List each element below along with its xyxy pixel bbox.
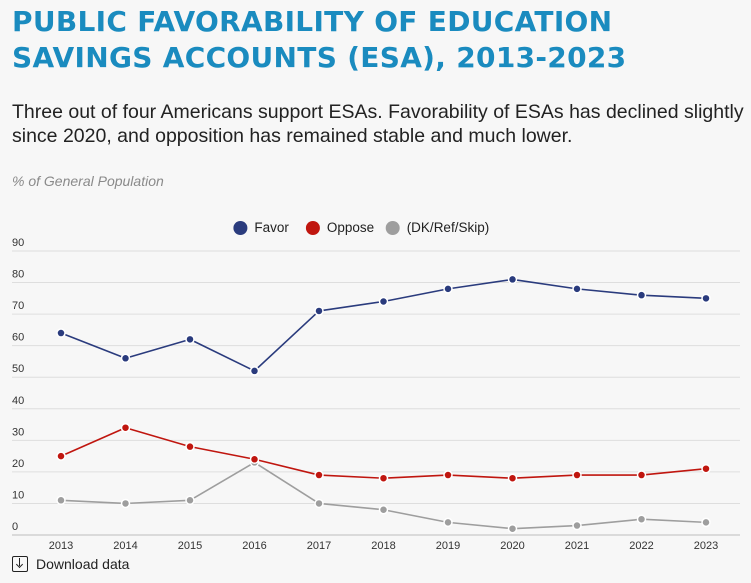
data-point-dk-ref-skip[interactable] (185, 495, 195, 506)
data-point-oppose[interactable] (378, 473, 389, 483)
x-tick-label: 2014 (113, 540, 137, 550)
y-tick-label: 40 (12, 395, 24, 407)
series-line-oppose (60, 426, 707, 480)
series-lines (60, 278, 707, 530)
data-point-favor[interactable] (572, 284, 582, 294)
data-point-dk-ref-skip[interactable] (56, 495, 66, 506)
y-tick-label: 10 (12, 489, 24, 501)
data-point-favor[interactable] (314, 306, 324, 316)
y-tick-label: 20 (12, 458, 24, 470)
data-point-favor[interactable] (636, 290, 647, 300)
data-point-dk-ref-skip[interactable] (120, 498, 131, 509)
legend[interactable]: Favor Oppose (DK/Ref/Skip) (233, 220, 489, 235)
legend-label: Favor (254, 220, 289, 235)
grid-lines (12, 250, 740, 536)
x-tick-label: 2019 (436, 540, 460, 550)
x-axis: 2013 2014 2015 2016 2017 2018 2019 2020 2021 2022… (49, 540, 718, 550)
data-point-dk-ref-skip[interactable] (314, 498, 324, 509)
data-point-favor[interactable] (378, 296, 389, 307)
x-tick-label: 2013 (49, 540, 73, 550)
chart-note: % of General Population (12, 173, 164, 189)
y-tick-label: 30 (12, 426, 24, 438)
data-point-oppose[interactable] (56, 451, 66, 461)
data-point-favor[interactable] (56, 328, 66, 338)
data-point-dk-ref-skip[interactable] (572, 520, 582, 531)
y-tick-label: 0 (12, 521, 18, 533)
y-tick-label: 70 (12, 300, 24, 312)
data-point-dk-ref-skip[interactable] (636, 514, 647, 524)
x-tick-label: 2021 (565, 540, 589, 550)
data-point-favor[interactable] (507, 274, 518, 285)
x-tick-label: 2020 (500, 540, 524, 550)
data-point-oppose[interactable] (185, 441, 195, 452)
data-point-favor[interactable] (443, 284, 453, 294)
chart-title: PUBLIC FAVORABILITY OF EDUCATION SAVINGS… (12, 5, 627, 74)
data-point-oppose[interactable] (636, 470, 647, 480)
data-point-favor[interactable] (249, 366, 260, 376)
y-tick-label: 60 (12, 332, 24, 344)
legend-item-dk-ref-skip[interactable]: (DK/Ref/Skip) (385, 220, 490, 235)
y-tick-label: 80 (12, 269, 24, 281)
line-chart: 0 10 20 30 40 50 60 70 80 90 2013 2014 2015 2016 2017… (12, 220, 740, 550)
data-point-favor[interactable] (185, 334, 195, 345)
data-point-dk-ref-skip[interactable] (507, 523, 518, 534)
data-point-dk-ref-skip[interactable] (443, 517, 453, 528)
series-points (56, 274, 711, 534)
y-tick-label: 90 (12, 237, 24, 249)
x-tick-label: 2015 (178, 540, 202, 550)
data-point-oppose[interactable] (120, 422, 131, 433)
data-point-favor[interactable] (701, 293, 711, 304)
download-data-label: Download data (36, 556, 130, 572)
data-point-oppose[interactable] (701, 463, 711, 474)
download-icon (12, 556, 28, 572)
y-tick-label: 50 (12, 363, 24, 375)
data-point-oppose[interactable] (507, 473, 518, 483)
data-point-oppose[interactable] (249, 454, 260, 465)
download-data-button[interactable]: Download data (12, 556, 129, 572)
x-tick-label: 2016 (242, 540, 266, 550)
data-point-dk-ref-skip[interactable] (701, 517, 711, 528)
chart-subtitle: Three out of four Americans support ESAs… (12, 101, 744, 147)
legend-marker (385, 221, 400, 235)
data-point-oppose[interactable] (314, 470, 324, 480)
legend-label: (DK/Ref/Skip) (407, 220, 490, 235)
y-axis: 0 10 20 30 40 50 60 70 80 90 (12, 237, 24, 533)
x-tick-label: 2023 (694, 540, 718, 550)
data-point-favor[interactable] (120, 353, 131, 364)
data-point-oppose[interactable] (572, 470, 582, 480)
series-line-favor (60, 278, 707, 372)
x-tick-label: 2022 (629, 540, 653, 550)
legend-item-oppose[interactable]: Oppose (305, 220, 374, 235)
x-tick-label: 2017 (307, 540, 331, 550)
legend-marker (305, 221, 320, 235)
legend-item-favor[interactable]: Favor (233, 220, 289, 235)
data-point-dk-ref-skip[interactable] (378, 505, 389, 515)
legend-marker (233, 221, 248, 235)
x-tick-label: 2018 (371, 540, 395, 550)
data-point-oppose[interactable] (443, 470, 453, 480)
legend-label: Oppose (327, 220, 374, 235)
